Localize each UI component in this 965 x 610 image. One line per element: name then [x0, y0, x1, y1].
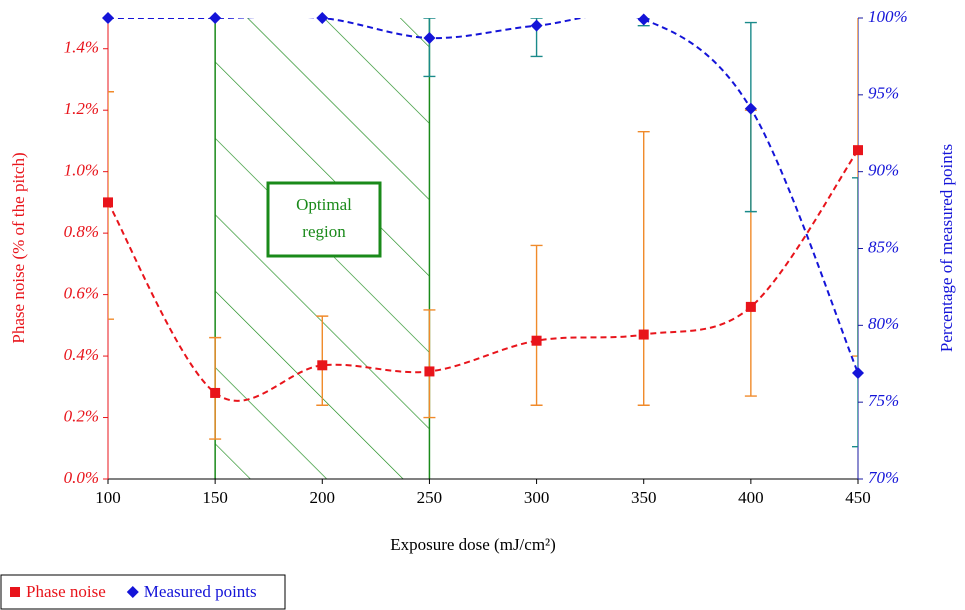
x-tick-label: 250 — [417, 488, 443, 507]
x-tick-label: 300 — [524, 488, 550, 507]
marker — [317, 360, 328, 371]
plot-clip — [108, 18, 858, 448]
error-bar — [852, 177, 858, 448]
marker — [530, 19, 543, 32]
y-tick-label: 0.2% — [64, 406, 99, 425]
y2-tick-label: 80% — [868, 314, 899, 333]
y2-tick-label: 95% — [868, 84, 899, 103]
y-tick-label: 0.4% — [64, 345, 99, 364]
x-tick-label: 150 — [202, 488, 228, 507]
error-bar — [108, 91, 114, 320]
y-tick-label: 0.0% — [64, 468, 99, 487]
marker — [423, 31, 436, 44]
annotation-text: region — [302, 222, 346, 241]
region-group: Optimal region — [214, 18, 431, 479]
marker — [126, 586, 139, 598]
y2-tick-label: 70% — [868, 468, 899, 487]
x-tick-label: 350 — [631, 488, 657, 507]
marker — [103, 197, 113, 208]
x-tick-label: 450 — [845, 488, 871, 507]
x-axis-label: Exposure dose (mJ/cm²) — [390, 535, 556, 554]
y-tick-label: 1.2% — [64, 99, 99, 118]
marker — [209, 12, 222, 24]
error-bar — [852, 18, 858, 357]
y2-tick-label: 90% — [868, 161, 899, 180]
marker — [424, 366, 435, 377]
marker — [745, 301, 756, 312]
marker — [316, 12, 329, 24]
error-bar — [637, 131, 650, 406]
error-bar — [423, 18, 436, 78]
marker — [637, 13, 650, 26]
trend-line — [108, 18, 858, 374]
marker — [10, 587, 20, 597]
legend-label: Measured points — [144, 582, 257, 601]
y2-axis-label: Percentage of measured points — [937, 144, 956, 352]
error-bar — [530, 244, 543, 406]
marker — [102, 12, 114, 24]
annotation-text: Optimal — [296, 195, 352, 214]
y2-tick-label: 100% — [868, 7, 908, 26]
y-tick-label: 0.8% — [64, 222, 99, 241]
y-tick-label: 1.4% — [64, 38, 99, 57]
x-tick-label: 100 — [95, 488, 121, 507]
marker — [852, 366, 864, 379]
y-tick-label: 0.6% — [64, 284, 99, 303]
marker — [853, 145, 863, 156]
annotation-box — [266, 181, 382, 258]
y-axis-label: Phase noise (% of the pitch) — [9, 152, 28, 343]
marker — [638, 329, 649, 340]
marker — [531, 335, 542, 346]
x-tick-label: 200 — [310, 488, 336, 507]
y2-tick-label: 75% — [868, 391, 899, 410]
marker — [210, 387, 221, 398]
y-tick-label: 1.0% — [64, 161, 99, 180]
y2-tick-label: 85% — [868, 237, 899, 256]
marker — [744, 102, 757, 115]
error-bar — [744, 21, 757, 213]
legend-label: Phase noise — [26, 582, 106, 601]
error-bar — [423, 309, 436, 419]
x-tick-label: 400 — [738, 488, 764, 507]
legend-box — [0, 574, 286, 610]
